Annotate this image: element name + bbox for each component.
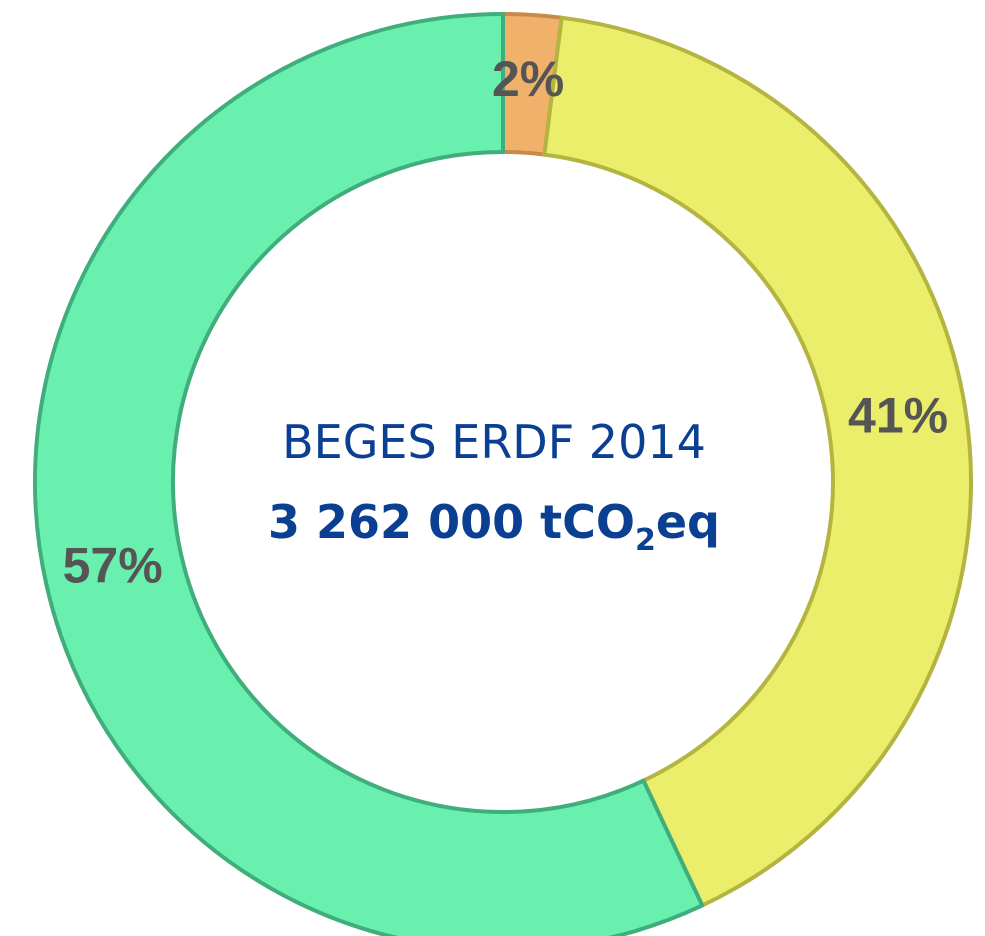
total-suffix: eq bbox=[656, 495, 720, 549]
total-text: 3 262 000 tCO bbox=[268, 495, 635, 549]
donut-segment bbox=[542, 15, 973, 908]
donut-segment bbox=[33, 12, 705, 936]
center-total: 3 262 000 tCO2eq bbox=[268, 495, 720, 558]
center-title: BEGES ERDF 2014 bbox=[282, 415, 706, 469]
total-subscript: 2 bbox=[635, 523, 656, 558]
value-label: 2% bbox=[492, 51, 564, 107]
value-label: 57% bbox=[63, 537, 163, 593]
donut bbox=[33, 12, 973, 936]
value-label: 41% bbox=[848, 388, 948, 444]
